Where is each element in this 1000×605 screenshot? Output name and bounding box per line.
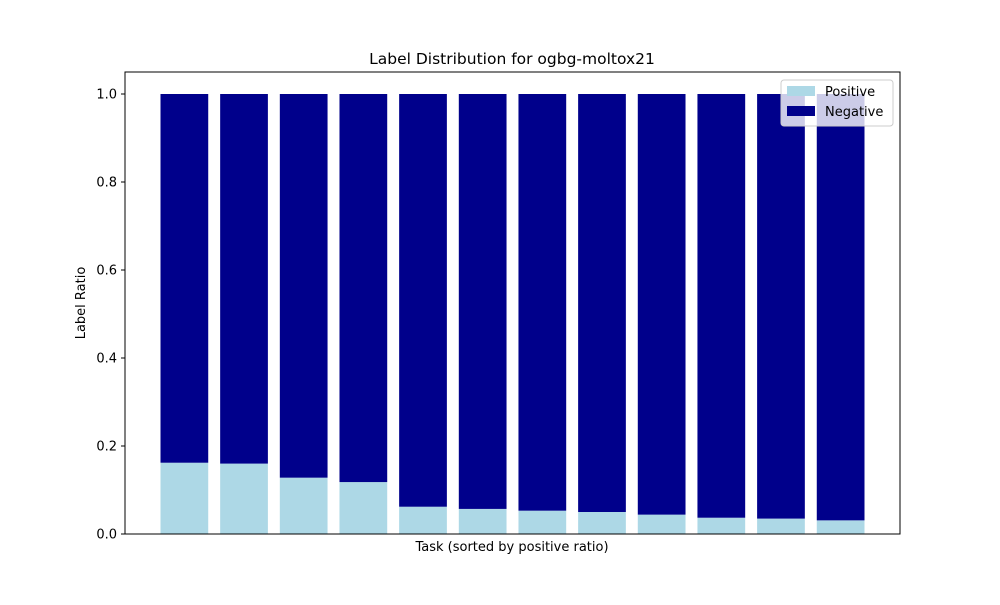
bar-positive-task-7	[518, 510, 567, 534]
y-axis-label: Label Ratio	[74, 267, 89, 340]
bar-positive-task-6	[458, 508, 507, 534]
y-tick-label: 0.8	[96, 176, 117, 191]
y-tick-label: 0.0	[96, 528, 117, 543]
bar-negative-task-7	[518, 94, 567, 511]
x-axis-label: Task (sorted by positive ratio)	[414, 540, 608, 555]
bars-layer	[160, 94, 865, 534]
bar-negative-task-10	[697, 94, 746, 518]
plot-frame	[124, 71, 901, 535]
bar-positive-task-8	[578, 512, 626, 534]
bar-negative-task-5	[399, 94, 447, 507]
bar-positive-task-9	[637, 514, 686, 534]
bar-positive-task-2	[220, 463, 268, 534]
bar-negative-task-8	[578, 94, 626, 512]
bar-positive-task-12	[816, 520, 865, 534]
legend: Positive Negative	[780, 79, 894, 127]
chart-title: Label Distribution for ogbg-moltox21	[369, 50, 655, 68]
bar-negative-task-4	[339, 94, 388, 483]
y-tick-label: 0.2	[96, 440, 117, 455]
y-tick-label: 1.0	[96, 88, 117, 103]
legend-label-negative: Negative	[825, 105, 883, 120]
bar-negative-task-6	[458, 94, 507, 509]
bar-positive-task-3	[279, 477, 328, 534]
bar-positive-task-10	[697, 517, 746, 534]
bar-positive-task-4	[339, 482, 388, 534]
bar-negative-task-9	[637, 94, 686, 515]
legend-label-positive: Positive	[825, 85, 875, 100]
y-tick-label: 0.6	[96, 264, 117, 279]
bar-negative-task-11	[757, 94, 805, 519]
y-tick-label: 0.4	[96, 352, 117, 367]
bar-negative-task-2	[220, 94, 268, 464]
bar-negative-task-1	[160, 94, 209, 463]
bar-negative-task-12	[816, 94, 865, 521]
y-axis: 0.0 0.2 0.4 0.6 0.8 1.0	[96, 88, 125, 543]
bar-positive-task-11	[757, 518, 805, 534]
bar-positive-task-5	[399, 506, 447, 534]
bar-negative-task-3	[279, 94, 328, 478]
bar-positive-task-1	[160, 462, 209, 534]
legend-swatch-negative	[787, 106, 815, 116]
legend-swatch-positive	[787, 86, 815, 96]
